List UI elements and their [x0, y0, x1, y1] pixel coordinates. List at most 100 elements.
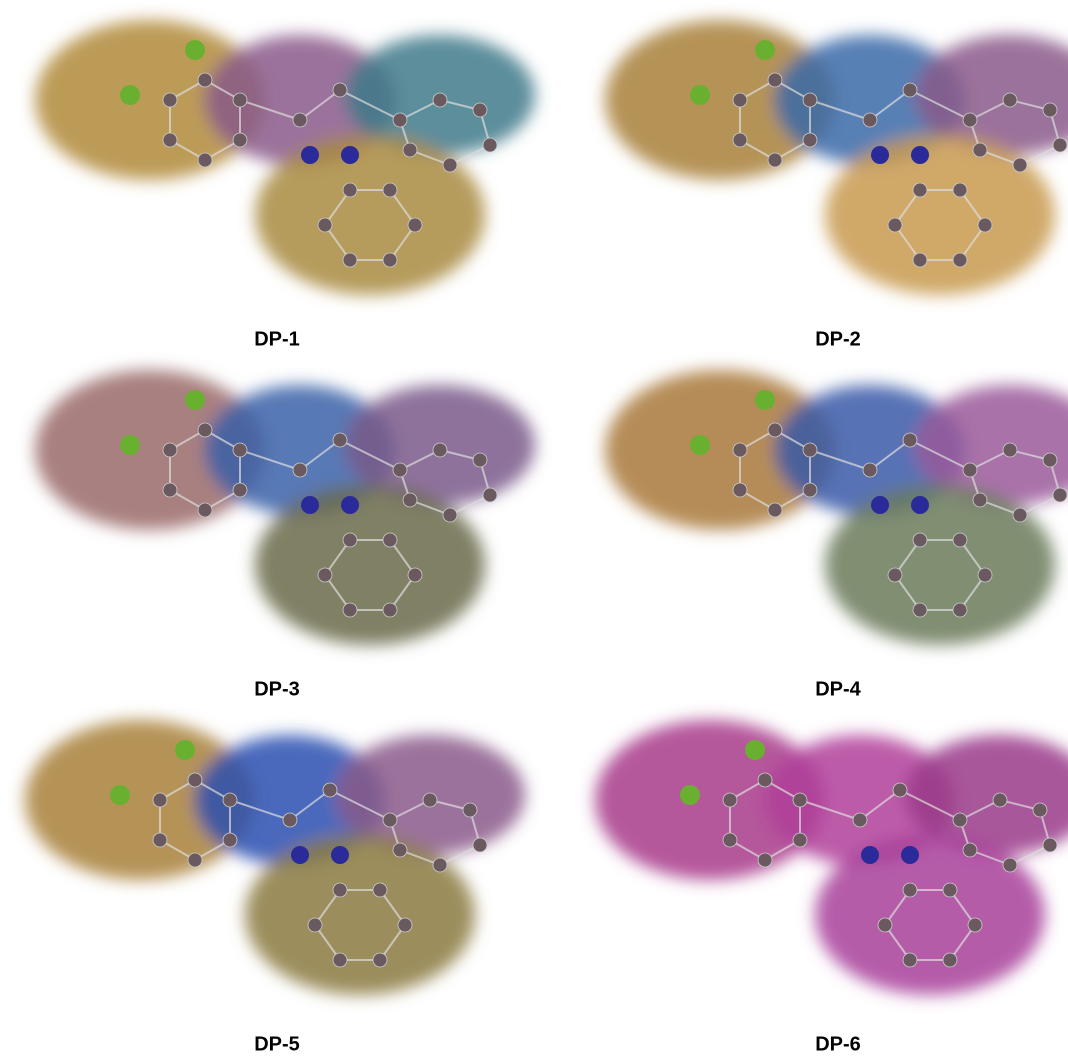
carbon-atom	[393, 843, 407, 857]
potential-surface	[35, 20, 535, 295]
carbon-atom	[973, 493, 987, 507]
carbon-atom	[973, 143, 987, 157]
carbon-atom	[383, 183, 397, 197]
page: Molecular electrostatic potential maps h…	[0, 0, 1068, 1063]
page-body: {"panels": [ {"label": "DP-1"}, {"label"…	[0, 0, 1068, 1063]
carbon-atom	[233, 133, 247, 147]
carbon-atom	[373, 953, 387, 967]
carbon-atom	[903, 433, 917, 447]
nitrogen-atom	[871, 146, 889, 164]
carbon-atom	[373, 883, 387, 897]
carbon-atom	[963, 113, 977, 127]
chlorine-atom	[120, 435, 140, 455]
carbon-atom	[768, 503, 782, 517]
carbon-atom	[1043, 838, 1057, 852]
carbon-atom	[1043, 453, 1057, 467]
carbon-atom	[153, 793, 167, 807]
carbon-atom	[733, 483, 747, 497]
panel-label: DP-1	[254, 328, 300, 350]
chlorine-atom	[185, 40, 205, 60]
carbon-atom	[913, 253, 927, 267]
chlorine-atom	[690, 435, 710, 455]
nitrogen-atom	[901, 846, 919, 864]
carbon-atom	[163, 443, 177, 457]
carbon-atom	[793, 833, 807, 847]
carbon-atom	[803, 443, 817, 457]
chlorine-atom	[745, 740, 765, 760]
carbon-atom	[758, 773, 772, 787]
panel-label: DP-5	[254, 1033, 300, 1055]
carbon-atom	[913, 533, 927, 547]
potential-surface	[35, 370, 535, 645]
carbon-atom	[318, 568, 332, 582]
molecule-panel	[35, 20, 535, 295]
figure: DP-1DP-2DP-3DP-4DP-5DP-6	[0, 0, 1068, 1063]
carbon-atom	[343, 183, 357, 197]
carbon-atom	[903, 953, 917, 967]
carbon-atom	[863, 463, 877, 477]
chlorine-atom	[755, 40, 775, 60]
carbon-atom	[423, 793, 437, 807]
carbon-atom	[398, 918, 412, 932]
carbon-atom	[343, 253, 357, 267]
carbon-atom	[913, 183, 927, 197]
carbon-atom	[473, 453, 487, 467]
carbon-atom	[1053, 488, 1067, 502]
carbon-atom	[953, 533, 967, 547]
carbon-atom	[333, 883, 347, 897]
carbon-atom	[733, 443, 747, 457]
carbon-atom	[403, 493, 417, 507]
molecule-panel	[605, 20, 1068, 295]
carbon-atom	[198, 423, 212, 437]
potential-surface	[595, 720, 1068, 995]
carbon-atom	[443, 158, 457, 172]
carbon-atom	[198, 503, 212, 517]
carbon-atom	[308, 918, 322, 932]
carbon-atom	[443, 508, 457, 522]
chlorine-atom	[680, 785, 700, 805]
carbon-atom	[223, 793, 237, 807]
carbon-atom	[968, 918, 982, 932]
chlorine-atom	[185, 390, 205, 410]
carbon-atom	[953, 183, 967, 197]
chlorine-atom	[755, 390, 775, 410]
carbon-atom	[953, 813, 967, 827]
carbon-atom	[323, 783, 337, 797]
carbon-atom	[1003, 858, 1017, 872]
carbon-atom	[1013, 158, 1027, 172]
carbon-atom	[943, 883, 957, 897]
chlorine-atom	[120, 85, 140, 105]
carbon-atom	[463, 803, 477, 817]
carbon-atom	[793, 793, 807, 807]
carbon-atom	[913, 603, 927, 617]
carbon-atom	[163, 483, 177, 497]
carbon-atom	[803, 133, 817, 147]
nitrogen-atom	[301, 146, 319, 164]
carbon-atom	[318, 218, 332, 232]
nitrogen-atom	[871, 496, 889, 514]
carbon-atom	[1043, 103, 1057, 117]
carbon-atom	[953, 603, 967, 617]
carbon-atom	[803, 93, 817, 107]
chlorine-atom	[175, 740, 195, 760]
carbon-atom	[878, 918, 892, 932]
carbon-atom	[393, 463, 407, 477]
carbon-atom	[343, 603, 357, 617]
panel-label: DP-4	[815, 678, 861, 700]
carbon-atom	[333, 953, 347, 967]
carbon-atom	[153, 833, 167, 847]
carbon-atom	[383, 253, 397, 267]
carbon-atom	[1003, 443, 1017, 457]
carbon-atom	[943, 953, 957, 967]
molecule-panel	[35, 370, 535, 645]
carbon-atom	[188, 853, 202, 867]
carbon-atom	[978, 568, 992, 582]
carbon-atom	[473, 838, 487, 852]
nitrogen-atom	[341, 146, 359, 164]
panel-label: DP-2	[815, 328, 861, 350]
carbon-atom	[733, 93, 747, 107]
carbon-atom	[768, 73, 782, 87]
carbon-atom	[233, 483, 247, 497]
carbon-atom	[1003, 93, 1017, 107]
nitrogen-atom	[291, 846, 309, 864]
